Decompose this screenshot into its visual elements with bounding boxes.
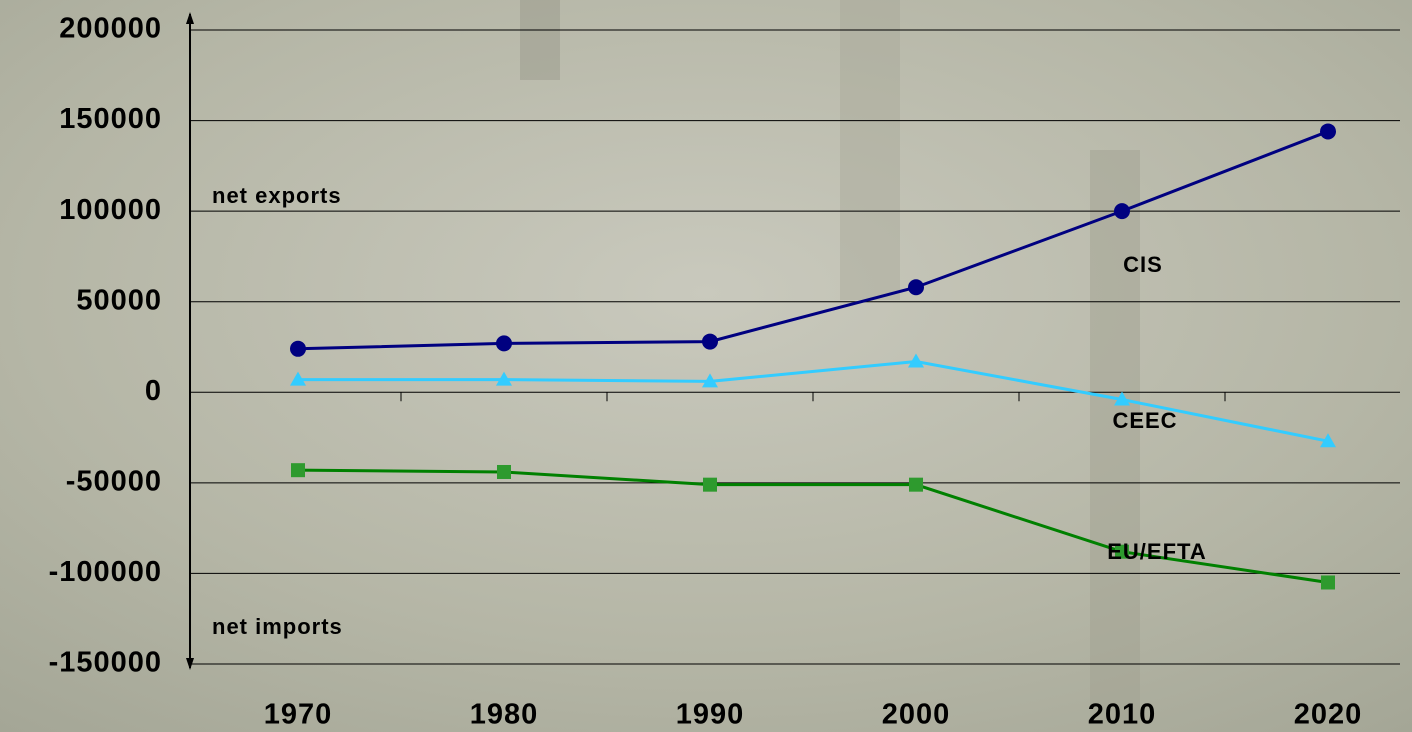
point [702, 334, 718, 350]
x-tick-label: 1980 [470, 699, 539, 731]
point [908, 279, 924, 295]
background-texture [1090, 150, 1140, 730]
y-tick-label: 0 [145, 375, 162, 407]
point [1320, 123, 1336, 139]
background-texture [520, 0, 560, 80]
y-tick-label: 200000 [59, 13, 162, 45]
x-tick-label: 2000 [882, 699, 951, 731]
x-tick-label: 1970 [264, 699, 333, 731]
x-tick-label: 2010 [1088, 699, 1157, 731]
point [496, 335, 512, 351]
background-texture [840, 0, 900, 300]
point [291, 463, 305, 477]
annotation: net exports [212, 183, 342, 208]
point [703, 478, 717, 492]
series-label: EU/EFTA [1107, 539, 1206, 564]
point [497, 465, 511, 479]
point [290, 341, 306, 357]
series-label: CEEC [1112, 408, 1177, 433]
annotation: net imports [212, 614, 343, 639]
y-tick-label: -150000 [49, 647, 162, 679]
y-tick-label: 50000 [76, 284, 162, 316]
x-tick-label: 2020 [1294, 699, 1363, 731]
y-tick-label: 150000 [59, 103, 162, 135]
chart: -150000 -100000 -50000 0 50000 100000 150000 20… [0, 0, 1412, 732]
y-tick-label: -100000 [49, 556, 162, 588]
x-tick-label: 1990 [676, 699, 745, 731]
y-tick-label: 100000 [59, 194, 162, 226]
y-tick-label: -50000 [66, 466, 162, 498]
point [1321, 575, 1335, 589]
point [909, 478, 923, 492]
point [1114, 203, 1130, 219]
series-label: CIS [1123, 252, 1163, 277]
